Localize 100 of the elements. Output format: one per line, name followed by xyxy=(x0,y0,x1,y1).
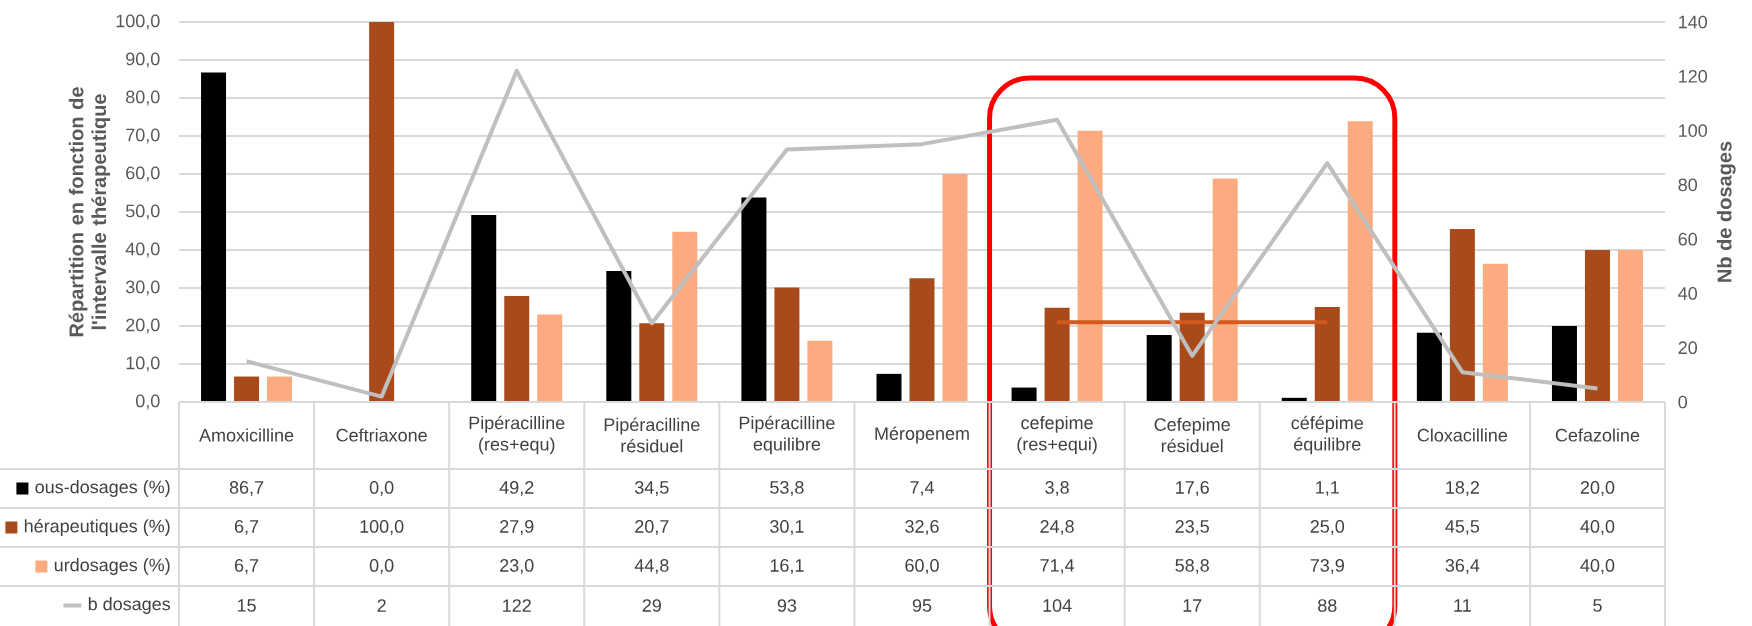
bar xyxy=(1077,130,1103,402)
data-label: 16,1 xyxy=(770,559,804,574)
data-label: 58,8 xyxy=(1175,559,1209,574)
y-tick-label: 30,0 xyxy=(125,280,160,296)
data-label: 25,0 xyxy=(1310,520,1345,535)
y2-tick-label: 40 xyxy=(1678,287,1698,300)
x-tick-label: Pipéracilline equilibre xyxy=(739,415,835,455)
bar xyxy=(909,278,935,402)
x-tick-label: Cloxacilline xyxy=(1417,428,1508,442)
data-label: 95 xyxy=(912,599,932,612)
data-label: 44,8 xyxy=(634,559,669,574)
bar xyxy=(1314,307,1340,402)
x-tick-label: Cefazoline xyxy=(1555,428,1640,442)
y2-tick-label: 80 xyxy=(1678,178,1698,192)
bar xyxy=(741,197,767,402)
bar xyxy=(1212,178,1238,402)
x-tick-label: Méropenem xyxy=(875,426,969,444)
data-label: 86,7 xyxy=(229,481,264,496)
data-label: 23,5 xyxy=(1175,520,1209,535)
data-label: 1,1 xyxy=(1316,481,1339,496)
data-label: 3,8 xyxy=(1045,481,1069,496)
bar xyxy=(606,270,632,402)
bar xyxy=(1482,263,1508,402)
bar xyxy=(1416,332,1442,402)
data-label: 53,8 xyxy=(770,481,804,496)
bar xyxy=(1551,326,1577,402)
data-label: 7,4 xyxy=(910,481,934,496)
bar xyxy=(1044,307,1070,402)
data-label: 36,4 xyxy=(1445,559,1480,574)
y2-tick-label: 0 xyxy=(1678,395,1688,409)
data-label: 29 xyxy=(642,599,661,612)
bar xyxy=(807,340,833,402)
y2-tick-label: 60 xyxy=(1678,232,1698,246)
data-label: 40,0 xyxy=(1580,520,1615,535)
data-label: 122 xyxy=(503,599,531,612)
y2-axis-title: Nb de dosages xyxy=(1716,141,1736,282)
bar xyxy=(639,323,665,402)
bar xyxy=(1449,229,1475,402)
y-tick-label: 10,0 xyxy=(126,356,160,372)
data-label: 0,0 xyxy=(369,559,394,574)
bar xyxy=(1011,387,1037,402)
data-label: 71,4 xyxy=(1040,559,1075,574)
data-label: 30,1 xyxy=(770,520,804,535)
data-label: 20,0 xyxy=(1580,481,1615,496)
data-label: 100,0 xyxy=(360,520,404,535)
data-label: 2 xyxy=(377,599,386,612)
bar xyxy=(471,215,497,402)
bar xyxy=(1146,335,1172,402)
bar xyxy=(942,174,968,402)
data-label: 40,0 xyxy=(1580,559,1615,574)
bar xyxy=(504,295,530,402)
bar xyxy=(369,22,395,402)
bar xyxy=(1347,121,1373,402)
data-label: 60,0 xyxy=(905,559,939,574)
bar xyxy=(267,376,293,402)
bar xyxy=(876,373,902,402)
data-label: 45,5 xyxy=(1445,520,1480,535)
bar xyxy=(672,231,698,402)
legend-label: hérapeutiques (%) xyxy=(24,519,170,537)
y-tick-label: 90,0 xyxy=(126,52,160,68)
y-tick-label: 20,0 xyxy=(126,318,160,334)
data-label: 5 xyxy=(1593,599,1602,612)
legend-label: b dosages xyxy=(88,597,171,614)
y-tick-label: 0,0 xyxy=(135,394,160,410)
data-label: 104 xyxy=(1043,599,1072,612)
bar xyxy=(1584,250,1610,402)
data-label: 23,0 xyxy=(500,559,534,574)
y-tick-label: 70,0 xyxy=(126,128,160,144)
x-tick-label: Pipéracilline (res+equ) xyxy=(469,415,565,455)
legend-label: urdosages (%) xyxy=(54,558,170,575)
data-label: 32,6 xyxy=(905,520,939,535)
data-label: 24,8 xyxy=(1040,520,1074,535)
data-label: 27,9 xyxy=(500,520,534,535)
y2-tick-label: 20 xyxy=(1678,341,1698,355)
bar xyxy=(774,287,800,402)
y-axis-title: Répartition en fonction de l'intervalle thérapeutique xyxy=(68,87,111,337)
y-tick-label: 80,0 xyxy=(126,90,160,106)
data-label: 17,6 xyxy=(1176,481,1209,496)
bar xyxy=(537,314,563,402)
bar xyxy=(1617,250,1643,402)
data-label: 11 xyxy=(1454,599,1471,612)
x-tick-label: Amoxicilline xyxy=(199,428,294,442)
y-tick-label: 60,0 xyxy=(126,166,160,182)
data-label: 34,5 xyxy=(635,481,669,496)
y-tick-label: 50,0 xyxy=(125,204,160,220)
data-label: 88 xyxy=(1318,599,1337,612)
bar xyxy=(234,376,260,402)
y2-tick-label: 100 xyxy=(1679,124,1708,137)
data-label: 20,7 xyxy=(635,520,669,535)
y-tick-label: 40,0 xyxy=(125,242,160,258)
x-tick-label: Ceftriaxone xyxy=(336,428,427,442)
bar xyxy=(201,72,227,402)
data-label: 17 xyxy=(1183,599,1202,612)
data-label: 73,9 xyxy=(1310,559,1344,574)
y2-tick-label: 120 xyxy=(1679,69,1708,83)
x-tick-label: Pipéracilline résiduel xyxy=(604,417,700,453)
y2-tick-label: 140 xyxy=(1679,15,1708,29)
data-label: 18,2 xyxy=(1446,481,1479,496)
line-series xyxy=(244,68,1600,399)
y-tick-label: 100,0 xyxy=(116,14,160,30)
